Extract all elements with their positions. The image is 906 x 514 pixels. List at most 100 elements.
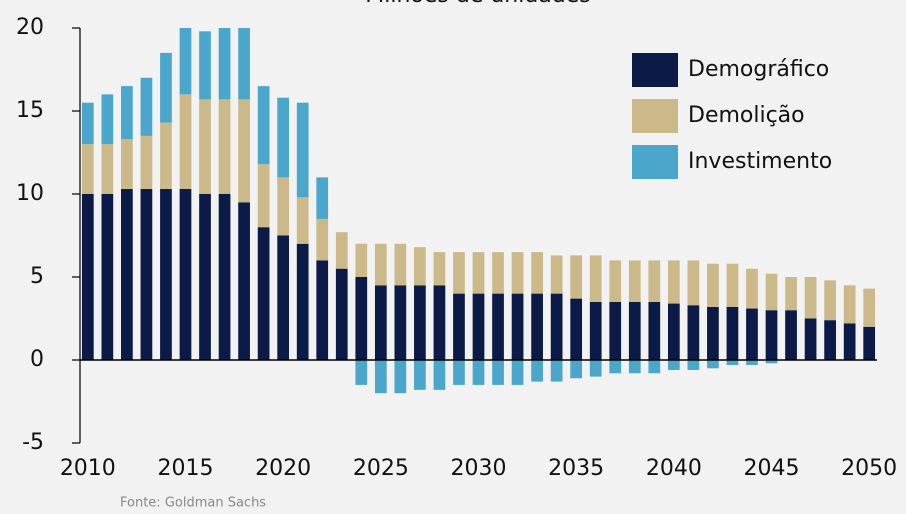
legend-label: Demográfico — [688, 57, 829, 82]
legend-swatch — [632, 53, 678, 87]
bar — [101, 194, 114, 360]
bar — [511, 360, 524, 385]
bar — [804, 318, 817, 360]
bar — [257, 86, 270, 165]
bar — [667, 260, 680, 304]
bar — [121, 86, 133, 140]
bar — [335, 232, 348, 269]
bar — [726, 360, 739, 365]
bar — [433, 285, 446, 360]
bar — [296, 102, 309, 198]
y-tick-label: 20 — [16, 15, 44, 40]
x-tick-label: 2035 — [548, 456, 604, 481]
bar — [296, 197, 309, 244]
bar — [707, 263, 719, 307]
bar — [238, 28, 250, 100]
y-tick-label: 10 — [16, 181, 44, 206]
bar — [374, 243, 387, 286]
bar — [707, 360, 719, 369]
bar — [609, 260, 622, 302]
bar — [199, 99, 211, 194]
bar — [453, 252, 465, 294]
y-tick-label: 5 — [30, 264, 44, 289]
x-tick-label: 2040 — [646, 456, 702, 481]
bar — [648, 360, 661, 374]
chart-title: Milhões de unidades — [365, 0, 591, 8]
bar — [863, 288, 876, 327]
bar — [355, 360, 368, 385]
bar — [81, 102, 94, 145]
bar — [355, 277, 368, 360]
bar — [746, 360, 758, 365]
bar — [472, 252, 485, 294]
bar — [843, 323, 856, 360]
x-tick-label: 2030 — [451, 456, 507, 481]
bar — [394, 285, 407, 360]
bar — [179, 94, 192, 190]
bar — [140, 135, 153, 190]
bar — [199, 31, 211, 100]
source: Fonte: Goldman Sachs — [120, 496, 266, 511]
bar — [453, 360, 465, 385]
bar — [218, 194, 231, 360]
bar — [316, 177, 329, 219]
bar — [218, 99, 231, 194]
bar — [199, 194, 211, 360]
bar — [179, 189, 192, 360]
bar — [277, 177, 290, 236]
x-tick-label: 2020 — [255, 456, 311, 481]
bar — [355, 243, 368, 277]
bar — [570, 255, 583, 299]
y-tick-label: 15 — [16, 98, 44, 123]
bar — [550, 293, 563, 360]
bar — [316, 218, 329, 261]
bar — [433, 252, 446, 286]
bar — [648, 301, 661, 360]
bar — [531, 293, 543, 360]
bar — [511, 252, 524, 294]
bar — [511, 293, 524, 360]
bar — [746, 268, 758, 309]
x-tick-label: 2010 — [60, 456, 116, 481]
bar — [648, 260, 661, 302]
bar — [863, 326, 876, 360]
bar — [277, 235, 290, 360]
bar — [277, 97, 290, 178]
bar — [687, 360, 700, 370]
bar — [687, 305, 700, 360]
bar — [414, 285, 426, 360]
x-tick-label: 2025 — [353, 456, 409, 481]
bar — [550, 360, 563, 382]
bar — [824, 320, 836, 360]
bar — [492, 293, 504, 360]
bar — [218, 28, 231, 100]
bar — [765, 273, 778, 311]
bar — [101, 144, 114, 194]
bar — [765, 360, 778, 364]
bar — [101, 94, 114, 145]
bar — [160, 52, 172, 123]
bar — [374, 360, 387, 394]
bar — [667, 360, 680, 370]
bar — [785, 277, 797, 311]
bar — [121, 189, 133, 360]
bar — [121, 139, 133, 190]
bar — [589, 301, 602, 360]
bar — [492, 360, 504, 385]
bar — [453, 293, 465, 360]
bar — [433, 360, 446, 390]
bar — [296, 243, 309, 360]
y-tick-label: 0 — [30, 347, 44, 372]
bar — [746, 308, 758, 360]
bar — [609, 360, 622, 374]
bar — [609, 301, 622, 360]
bar — [238, 202, 250, 360]
bar — [316, 260, 329, 360]
bar — [81, 194, 94, 360]
bar — [394, 360, 407, 394]
bar — [472, 360, 485, 385]
bar — [414, 247, 426, 286]
bar — [667, 303, 680, 360]
